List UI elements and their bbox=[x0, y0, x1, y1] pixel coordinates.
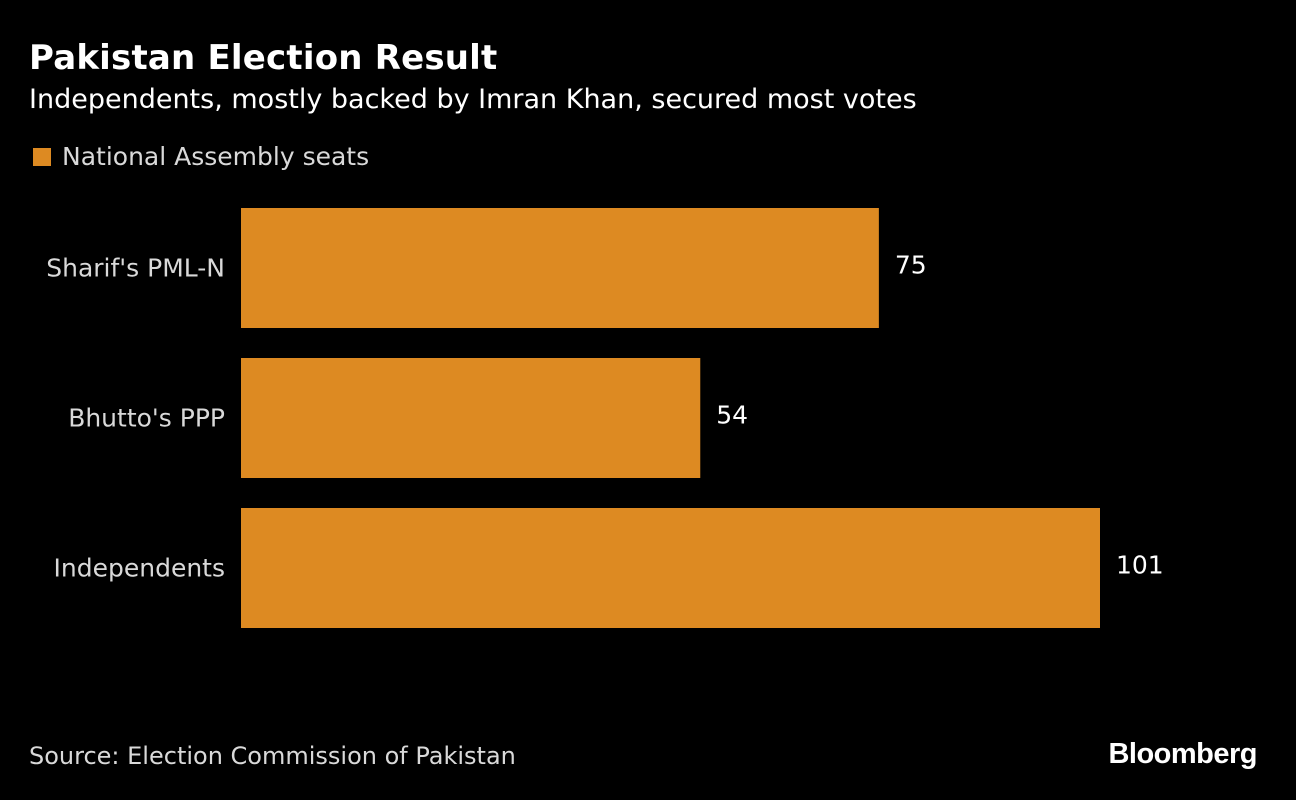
bar-1 bbox=[241, 358, 701, 478]
legend: National Assembly seats bbox=[33, 142, 369, 171]
category-label-2: Independents bbox=[54, 554, 225, 583]
legend-swatch bbox=[33, 147, 51, 166]
value-label-0: 75 bbox=[895, 251, 927, 280]
chart-subtitle: Independents, mostly backed by Imran Kha… bbox=[29, 84, 917, 115]
value-label-2: 101 bbox=[1116, 551, 1164, 580]
bar-0 bbox=[241, 208, 879, 328]
category-label-1: Bhutto's PPP bbox=[68, 404, 225, 433]
value-label-1: 54 bbox=[716, 401, 748, 430]
chart-title: Pakistan Election Result bbox=[29, 38, 498, 78]
bloomberg-logo: Bloomberg bbox=[1108, 738, 1257, 770]
category-label-0: Sharif's PML-N bbox=[46, 254, 225, 283]
bar-2 bbox=[241, 508, 1100, 628]
legend-label: National Assembly seats bbox=[62, 142, 370, 171]
source-note: Source: Election Commission of Pakistan bbox=[29, 742, 516, 770]
